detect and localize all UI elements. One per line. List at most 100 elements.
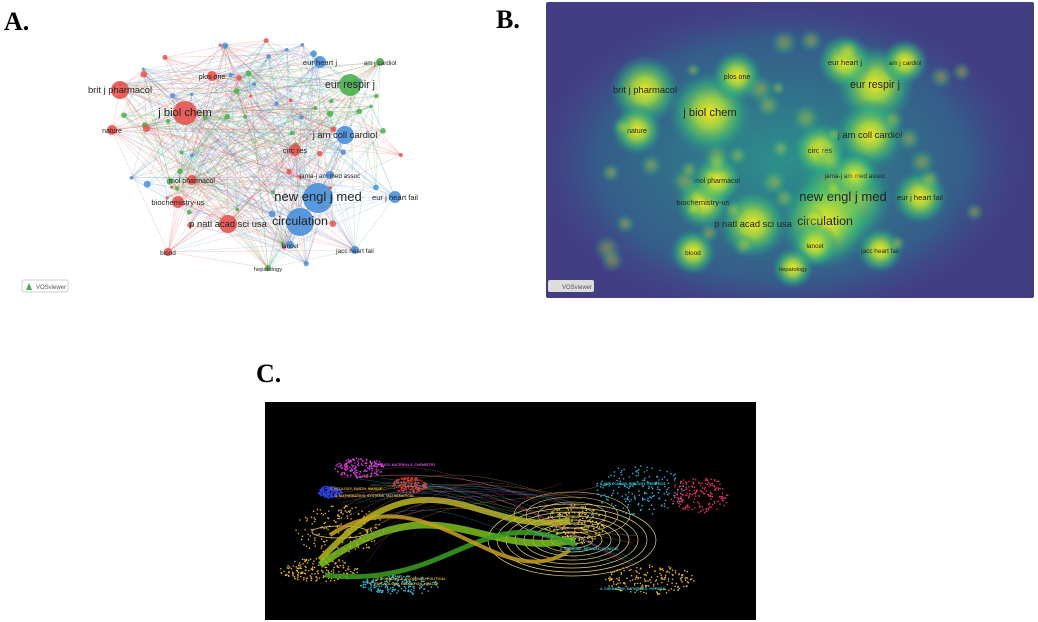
publication-dot (631, 579, 634, 581)
publication-dot (628, 500, 631, 503)
node (169, 93, 176, 99)
edge (167, 120, 190, 213)
edge (225, 45, 360, 112)
publication-dot (648, 508, 651, 510)
edge (272, 154, 401, 215)
edge (189, 187, 376, 213)
edge (119, 53, 314, 85)
edge (230, 74, 334, 130)
publication-dot (368, 588, 370, 590)
publication-dot (640, 590, 642, 593)
edge (230, 74, 238, 210)
publication-dot (337, 494, 340, 496)
publication-dot (636, 589, 638, 592)
publication-dot (634, 578, 637, 580)
publication-dot (343, 465, 346, 467)
publication-dot (310, 516, 313, 519)
publication-dot (634, 591, 636, 594)
edge (191, 117, 302, 156)
publication-dot (292, 574, 294, 577)
publication-dot (309, 575, 312, 577)
publication-dot (403, 585, 406, 588)
publication-dot (309, 558, 312, 560)
publication-dot (604, 578, 607, 581)
publication-dot (397, 489, 400, 492)
edge (142, 68, 193, 181)
edge (123, 115, 273, 215)
publication-dot (583, 536, 586, 538)
publication-dot (327, 510, 330, 512)
publication-dot (373, 472, 376, 474)
node (218, 43, 222, 47)
publication-dot (361, 510, 363, 513)
publication-dot (567, 532, 570, 534)
publication-dot (340, 523, 342, 525)
publication-dot (688, 489, 691, 492)
publication-dot (667, 482, 670, 485)
publication-dot (379, 519, 382, 521)
publication-dot (324, 512, 327, 515)
publication-dot (316, 512, 318, 515)
edge (225, 45, 344, 153)
publication-dot (333, 579, 336, 582)
publication-dot (674, 569, 677, 572)
cluster-label: 4. CHEMISTRY, MATERIALS, PHYSICS (600, 587, 666, 591)
publication-dot (581, 522, 583, 525)
publication-dot (686, 506, 689, 508)
publication-dot (684, 508, 686, 511)
publication-dot (331, 487, 334, 490)
publication-dot (307, 538, 310, 541)
edge (193, 177, 274, 193)
publication-dot (314, 537, 316, 539)
publication-dot (355, 506, 357, 509)
publication-dot (358, 513, 360, 516)
publication-dot (666, 488, 669, 491)
publication-dot (419, 479, 421, 481)
publication-dot (709, 484, 712, 486)
edge (111, 129, 319, 199)
citation-link (362, 475, 604, 536)
publication-dot (661, 567, 664, 570)
publication-dot (581, 542, 584, 545)
publication-dot (398, 576, 400, 578)
publication-dot (378, 461, 381, 463)
edge (248, 73, 251, 97)
node-label: jama-j am med assoc (299, 173, 362, 180)
publication-dot (375, 472, 377, 474)
edge (291, 107, 316, 134)
publication-dot (421, 592, 423, 594)
publication-dot (325, 490, 328, 493)
publication-dot (395, 582, 398, 585)
publication-dot (337, 466, 339, 468)
publication-dot (376, 460, 378, 462)
node (326, 110, 334, 117)
edge (119, 83, 246, 118)
publication-dot (605, 495, 608, 498)
publication-dot (324, 521, 327, 524)
publication-dot (370, 540, 373, 542)
publication-dot (706, 479, 709, 482)
publication-dot (352, 572, 355, 574)
edge (111, 129, 169, 253)
edge (191, 179, 273, 215)
publication-dot (708, 495, 710, 497)
publication-dot (719, 483, 721, 486)
edge (111, 45, 226, 131)
publication-dot (427, 582, 430, 585)
publication-dot (297, 532, 300, 535)
density-speck (599, 247, 626, 274)
edge (184, 112, 301, 223)
publication-dot (665, 592, 668, 594)
edge (248, 61, 381, 74)
node (313, 106, 318, 111)
edge (184, 107, 316, 114)
edge (146, 128, 194, 178)
publication-dot (620, 573, 623, 575)
publication-dot (393, 589, 395, 591)
edge (167, 244, 291, 253)
publication-dot (345, 463, 347, 465)
publication-dot (409, 580, 412, 583)
publication-dot (643, 479, 646, 481)
publication-dot (362, 547, 365, 550)
edge (164, 57, 192, 95)
